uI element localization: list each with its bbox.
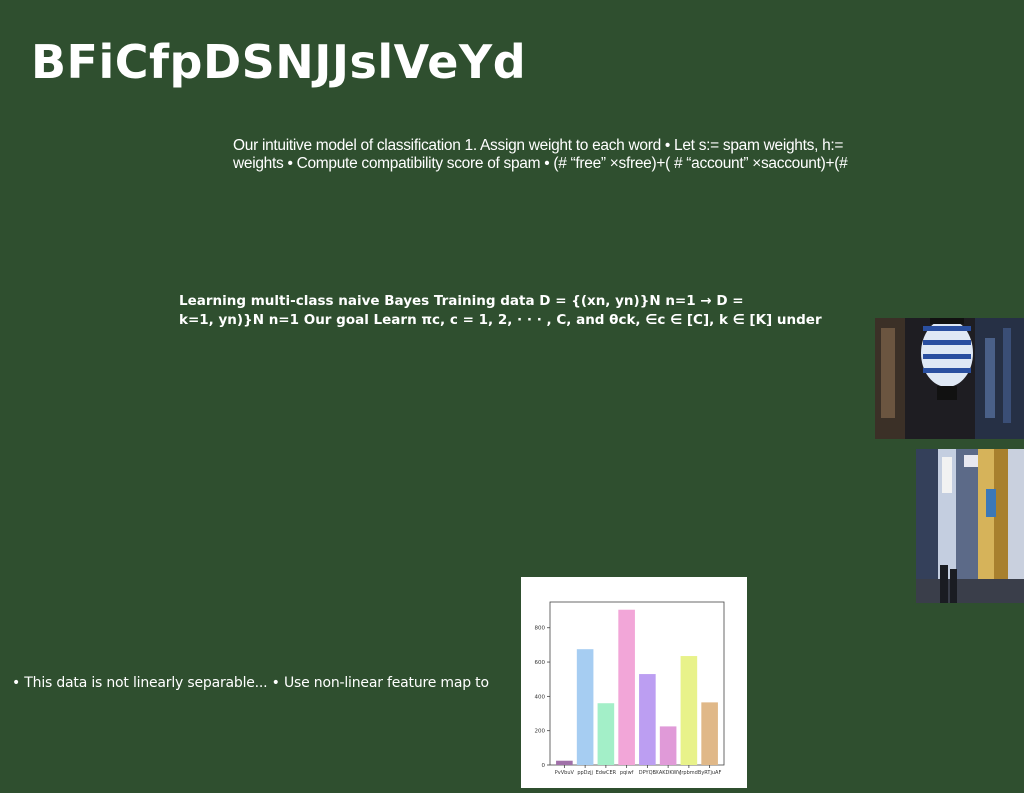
bar-chart: 0 200 400 600 800 PvVbuV ppDzjj EdwCER pqiwf DPYQ… (521, 577, 747, 788)
text-line: k=1, yn)}N n=1 Our goal Learn πc, c = 1,… (179, 312, 822, 328)
bar-ByRTjuAF (701, 702, 718, 765)
lantern-street-photo (875, 318, 1024, 439)
x-tick-label: PvVbuV (555, 770, 575, 776)
y-tick-label: 600 (535, 660, 546, 666)
bullet-text: • This data is not linearly separable...… (12, 675, 489, 691)
text-block-classification: Our intuitive model of classification 1.… (233, 137, 933, 173)
text-line: weights • Compute compatibility score of… (233, 155, 848, 172)
bar-EdwCER (597, 703, 615, 765)
y-tick-label: 400 (535, 694, 546, 700)
bar-pqiwf (618, 609, 635, 765)
y-tick-label: 800 (535, 626, 546, 632)
x-tick-label: XAKDKWV (655, 770, 681, 776)
street-photo-art (916, 449, 1024, 603)
text-block-naive-bayes: Learning multi-class naive Bayes Trainin… (179, 292, 839, 330)
bar-PvVbuV (556, 760, 573, 765)
lantern-photo-art (875, 318, 1024, 439)
y-tick-label: 0 (542, 763, 546, 769)
x-tick-label: ppDzjj (577, 770, 593, 776)
y-tick-label: 200 (535, 729, 546, 735)
x-tick-label: ByRTjuAF (698, 770, 722, 776)
bar-XAKDKWV (659, 726, 677, 765)
x-tick-label: DPYQB (639, 770, 657, 776)
bar-ppDzjj (576, 649, 594, 765)
bar-Jrpbmd (680, 656, 698, 765)
x-tick-label: pqiwf (620, 770, 634, 776)
shop-street-photo (916, 449, 1024, 603)
slide-title: BFiCfpDSNJJslVeYd (31, 35, 527, 89)
bar-DPYQB (639, 674, 656, 765)
x-tick-label: Jrpbmd (679, 770, 698, 776)
plot-frame (549, 601, 725, 766)
text-line: Our intuitive model of classification 1.… (233, 137, 844, 154)
bar-chart-svg: 0 200 400 600 800 PvVbuV ppDzjj EdwCER pqiwf DPYQ… (535, 601, 725, 776)
text-line: Learning multi-class naive Bayes Trainin… (179, 293, 744, 309)
x-tick-label: EdwCER (596, 770, 617, 776)
